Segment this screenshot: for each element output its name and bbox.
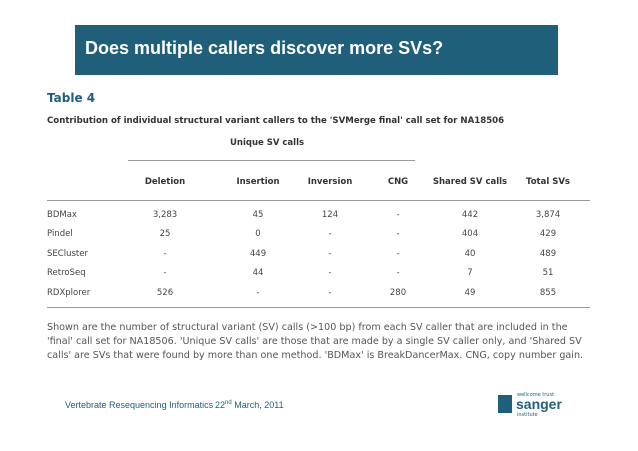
row-label: Pindel [47,229,73,240]
table-label: Table 4 [47,91,96,105]
column-header: Deletion [144,177,186,187]
table-cell: 49 [464,287,476,298]
table-cell: - [256,287,260,298]
table-cell: 45 [252,210,264,220]
table-cell: 280 [389,287,407,298]
table-cell: 449 [249,248,267,259]
table-cell: 404 [461,229,479,240]
table-cell: 489 [539,248,557,259]
footer-date: 22nd March, 2011 [215,400,284,410]
table-cell: - [396,229,400,240]
table-cell: - [328,268,332,279]
table-cell: - [163,268,167,279]
column-header: Shared SV calls [432,177,508,187]
table-cell: 40 [464,248,476,259]
table-cell: 7 [467,268,473,279]
table-cell: 442 [461,210,479,220]
table-cell: 124 [321,210,339,220]
title-bar [75,25,558,75]
table-cell: 855 [539,287,557,298]
logo-top: wellcome trust [517,392,555,398]
logo-main: sanger [516,396,562,412]
footnote: Shown are the number of structural varia… [47,322,584,361]
column-header: Insertion [236,177,280,187]
footer-group: Vertebrate Resequencing Informatics [65,400,214,410]
column-header: CNG [387,177,409,187]
date-rest: March, 2011 [234,400,284,410]
column-header: Inversion [307,177,353,187]
bottom-rule [47,307,590,308]
group-rule [128,160,415,161]
table-cell: - [396,210,400,220]
table-cell: 3,874 [535,210,561,220]
row-label: SECluster [47,248,88,259]
row-label: RDXplorer [47,287,91,298]
table-cell: 44 [252,268,264,279]
table-cell: - [328,248,332,259]
slide-title: Does multiple callers discover more SVs? [85,38,444,58]
table-cell: 25 [159,229,171,240]
row-label: RetroSeq [47,268,86,279]
table-cell: - [328,229,332,240]
column-header: Total SVs [526,177,570,187]
logo-mark [498,395,512,413]
table-cell: - [163,248,167,259]
table-cell: 526 [156,287,174,298]
table-cell: 429 [539,229,557,240]
table-cell: 3,283 [152,210,178,220]
logo-bottom: institute [517,412,538,418]
row-label: BDMax [47,210,77,220]
group-header: Unique SV calls [230,138,305,148]
date-day: 22 [215,400,226,410]
header-rule [47,200,590,201]
table-caption: Contribution of individual structural va… [47,116,505,126]
table-cell: - [328,287,332,298]
date-suffix: nd [225,400,232,406]
table-cell: - [396,248,400,259]
table-cell: 0 [255,229,261,240]
table-cell: 51 [542,268,554,279]
table-cell: - [396,268,400,279]
